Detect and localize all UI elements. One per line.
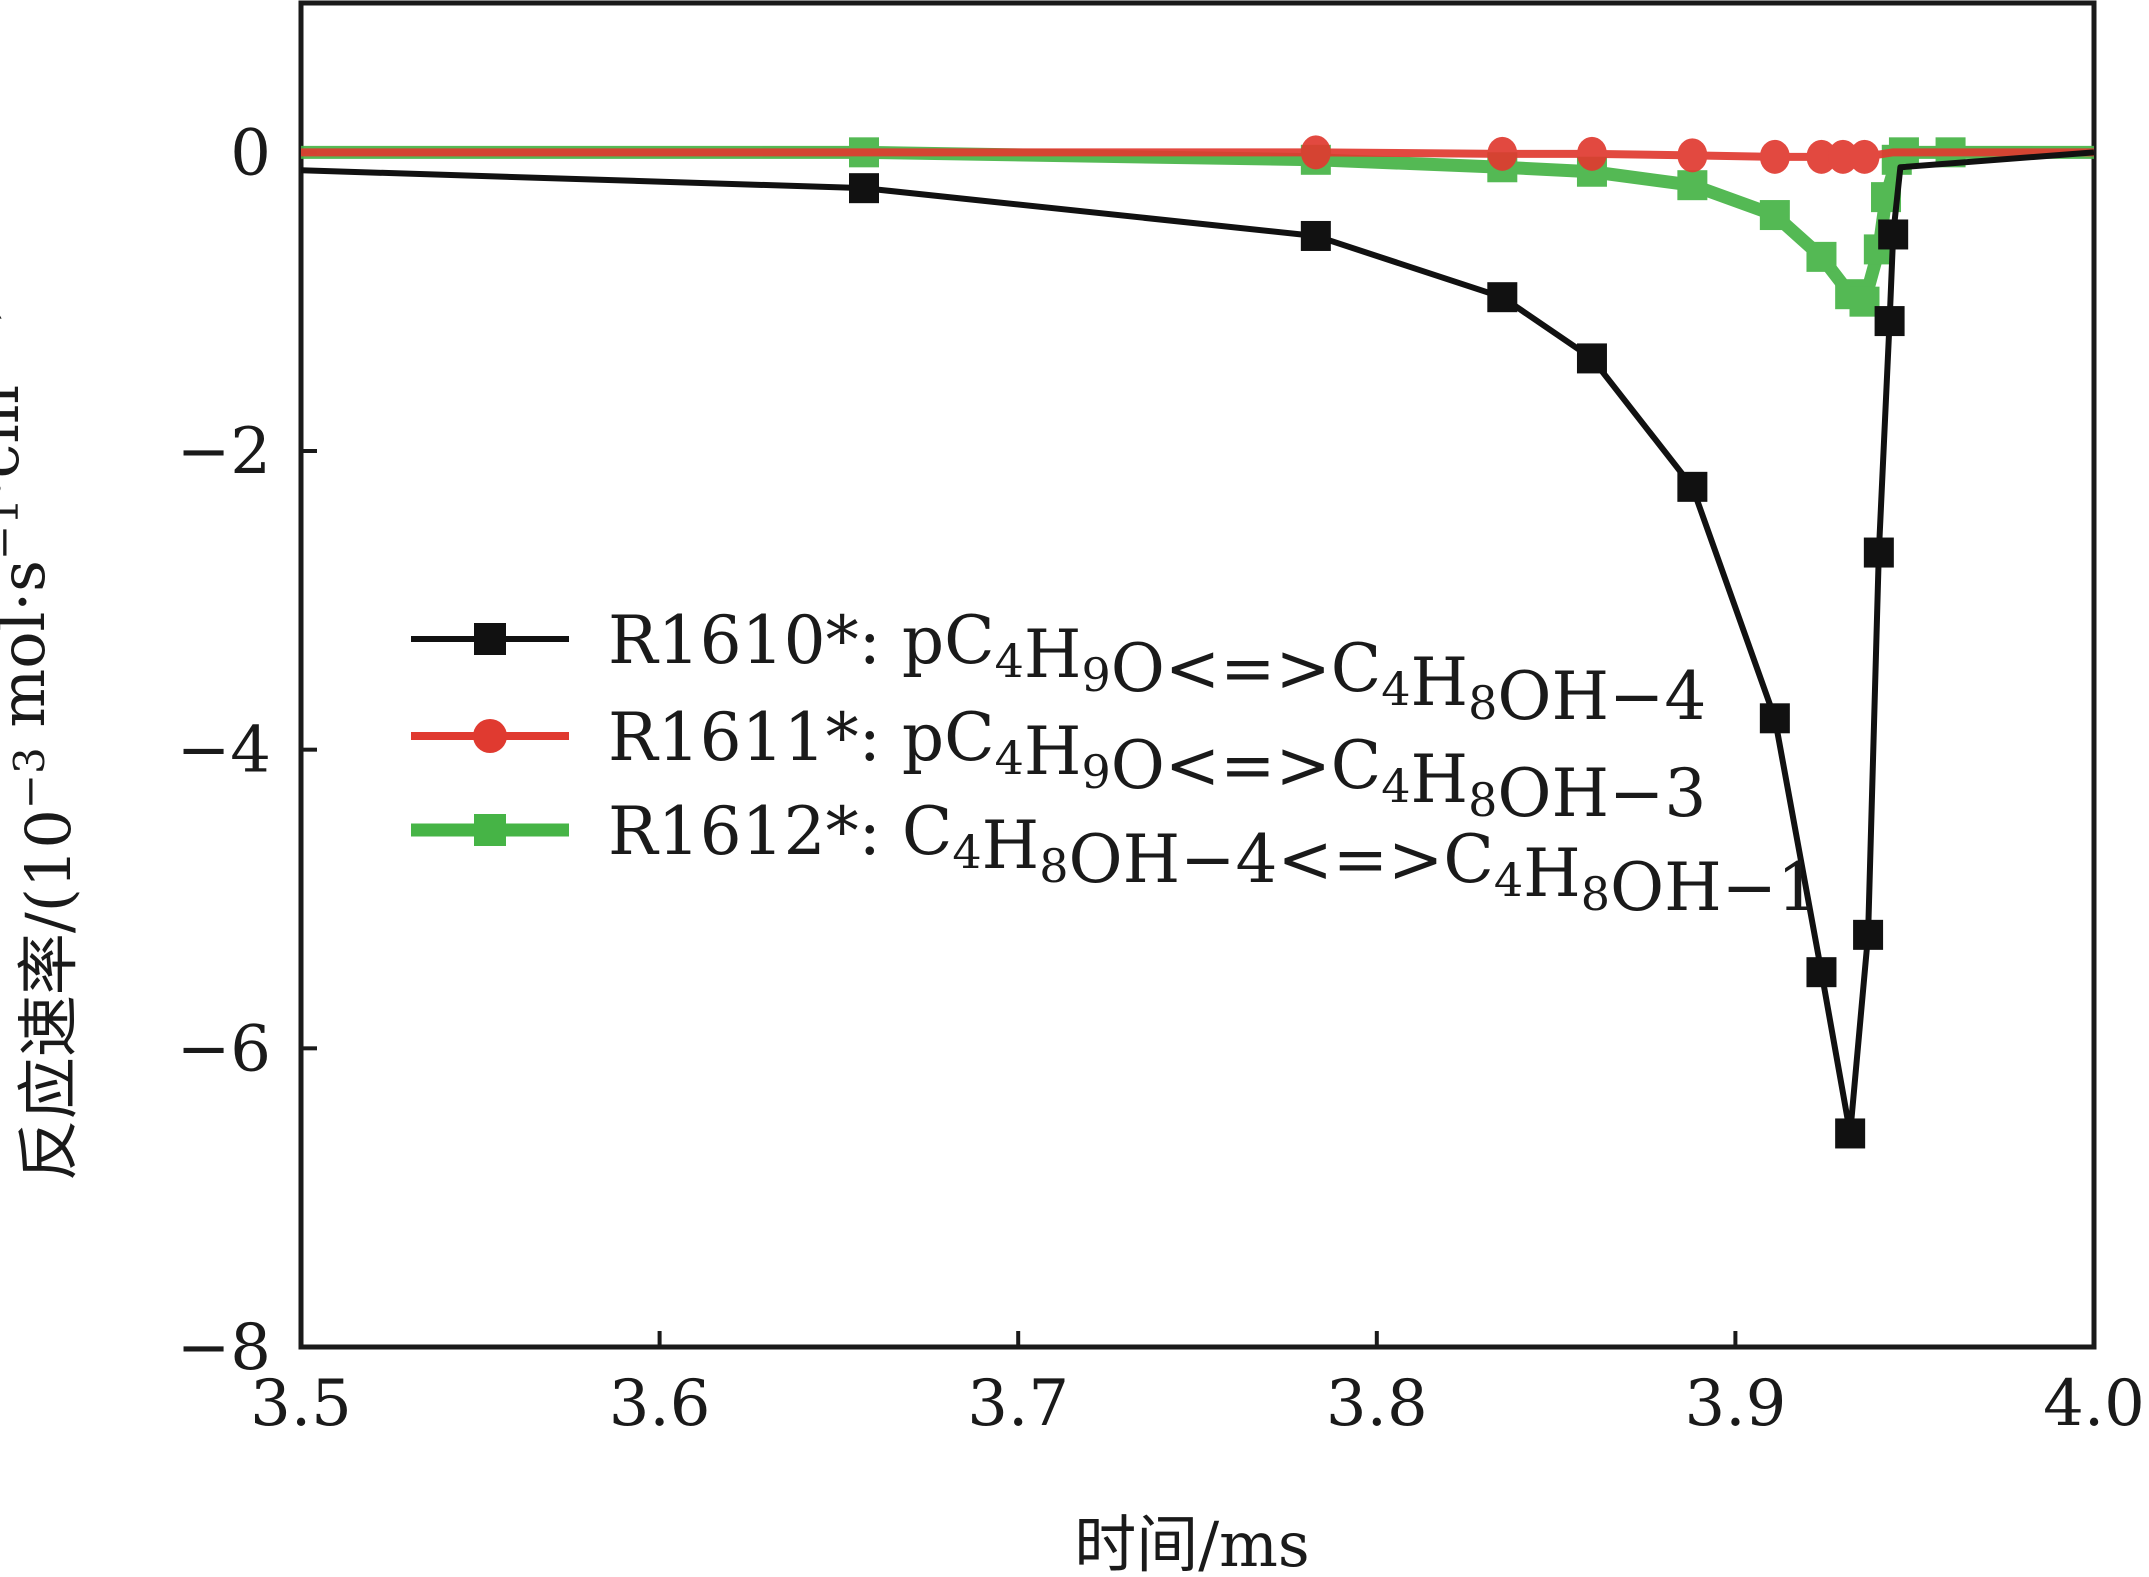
series-1 xyxy=(301,135,2094,174)
legend-marker xyxy=(473,719,507,753)
data-point xyxy=(1853,919,1884,950)
x-tick-label: 3.9 xyxy=(1685,1367,1787,1441)
x-tick-label: 4.0 xyxy=(2043,1367,2145,1441)
legend-marker xyxy=(474,814,506,846)
data-point xyxy=(1677,471,1708,502)
legend-label: R1610*: pC4H9O<=>C4H8OH−4 xyxy=(608,602,1706,735)
data-point xyxy=(1806,139,1837,174)
data-point xyxy=(1487,136,1518,171)
series-0 xyxy=(301,149,2094,1149)
data-point xyxy=(1849,139,1880,174)
data-point xyxy=(1487,282,1518,313)
y-tick-label: −8 xyxy=(177,1311,271,1385)
x-tick-label: 3.6 xyxy=(609,1367,711,1441)
data-point xyxy=(1759,703,1790,734)
y-tick-label: 0 xyxy=(230,116,271,190)
data-point xyxy=(1759,139,1790,174)
plot-frame xyxy=(298,0,2097,1350)
legend-marker xyxy=(474,623,506,655)
data-point xyxy=(1576,343,1607,374)
data-point xyxy=(1759,200,1790,231)
data-point xyxy=(1806,957,1837,988)
y-axis-label: 反应速率/(10−3 mol·s−1·cm−3) xyxy=(0,299,85,1181)
x-tick-label: 3.8 xyxy=(1326,1367,1428,1441)
legend-label: R1612*: C4H8OH−4<=>C4H8OH−1 xyxy=(608,793,1819,926)
data-point xyxy=(1849,286,1880,317)
data-point xyxy=(1806,241,1837,272)
y-tick-label: −6 xyxy=(177,1012,271,1086)
data-point xyxy=(1863,537,1894,568)
data-point xyxy=(1300,135,1331,170)
data-point xyxy=(1878,219,1909,250)
data-point xyxy=(1576,136,1607,171)
data-point xyxy=(1835,1118,1866,1149)
legend-label: R1611*: pC4H9O<=>C4H8OH−3 xyxy=(608,699,1706,832)
x-tick-label: 3.5 xyxy=(250,1367,352,1441)
legend-item: R1611*: pC4H9O<=>C4H8OH−3 xyxy=(411,699,1706,832)
x-tick-label: 3.7 xyxy=(967,1367,1069,1441)
data-point xyxy=(1300,220,1331,251)
data-point xyxy=(1827,139,1858,174)
series-line xyxy=(301,145,2094,309)
data-point xyxy=(849,173,880,204)
data-point xyxy=(1677,170,1708,201)
y-tick-label: −4 xyxy=(177,714,271,788)
x-axis-label: 时间/ms xyxy=(1074,1508,1310,1577)
y-tick-label: −2 xyxy=(177,415,271,489)
data-point xyxy=(1874,306,1905,337)
legend-item: R1610*: pC4H9O<=>C4H8OH−4 xyxy=(411,602,1706,735)
legend-item: R1612*: C4H8OH−4<=>C4H8OH−1 xyxy=(411,793,1819,926)
data-point xyxy=(1677,138,1708,173)
